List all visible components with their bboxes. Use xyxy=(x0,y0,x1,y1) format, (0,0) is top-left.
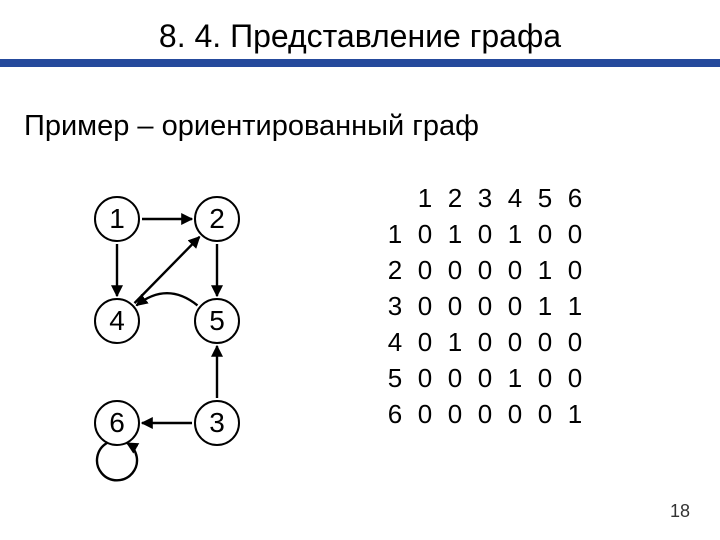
matrix-row-header-6: 6 xyxy=(380,396,410,432)
matrix-cell-5-4: 1 xyxy=(500,360,530,396)
graph-diagram: 1 2 4 5 6 3 xyxy=(70,170,300,470)
matrix-cell-6-6: 1 xyxy=(560,396,590,432)
matrix-cell-3-2: 0 xyxy=(440,288,470,324)
matrix-cell-4-3: 0 xyxy=(470,324,500,360)
slide-title: 8. 4. Представление графа xyxy=(0,18,720,55)
matrix-row-header-2: 2 xyxy=(380,252,410,288)
matrix-cell-1-1: 0 xyxy=(410,216,440,252)
title-area: 8. 4. Представление графа xyxy=(0,0,720,67)
slide: 8. 4. Представление графа Пример – ориен… xyxy=(0,0,720,540)
graph-node-5: 5 xyxy=(194,298,240,344)
slide-subtitle: Пример – ориентированный граф xyxy=(24,110,479,143)
matrix-cell-6-5: 0 xyxy=(530,396,560,432)
table-row: 6000001 xyxy=(380,396,590,432)
matrix-cell-6-2: 0 xyxy=(440,396,470,432)
matrix-cell-4-1: 0 xyxy=(410,324,440,360)
matrix-col-header-3: 3 xyxy=(470,180,500,216)
matrix-row-header-5: 5 xyxy=(380,360,410,396)
matrix-cell-2-3: 0 xyxy=(470,252,500,288)
matrix-cell-2-2: 0 xyxy=(440,252,470,288)
edge-5-4 xyxy=(137,293,198,305)
matrix-cell-1-4: 1 xyxy=(500,216,530,252)
matrix-cell-2-1: 0 xyxy=(410,252,440,288)
matrix-col-header-2: 2 xyxy=(440,180,470,216)
matrix-cell-5-1: 0 xyxy=(410,360,440,396)
matrix-cell-3-1: 0 xyxy=(410,288,440,324)
matrix-cell-5-2: 0 xyxy=(440,360,470,396)
adjacency-matrix: 1234561010100200001030000114010000500010… xyxy=(380,180,590,432)
edge-selfloop-6 xyxy=(97,443,137,480)
matrix-cell-2-6: 0 xyxy=(560,252,590,288)
matrix-cell-1-6: 0 xyxy=(560,216,590,252)
matrix-col-header-4: 4 xyxy=(500,180,530,216)
table-row: 3000011 xyxy=(380,288,590,324)
matrix-cell-2-5: 1 xyxy=(530,252,560,288)
table-row: 1010100 xyxy=(380,216,590,252)
graph-node-6: 6 xyxy=(94,400,140,446)
table-row: 5000100 xyxy=(380,360,590,396)
table-row: 2000010 xyxy=(380,252,590,288)
matrix-cell-1-5: 0 xyxy=(530,216,560,252)
matrix-cell-4-4: 0 xyxy=(500,324,530,360)
matrix-cell-3-5: 1 xyxy=(530,288,560,324)
matrix-cell-6-1: 0 xyxy=(410,396,440,432)
matrix-row-header-4: 4 xyxy=(380,324,410,360)
matrix-cell-4-6: 0 xyxy=(560,324,590,360)
matrix-cell-4-5: 0 xyxy=(530,324,560,360)
matrix-col-header-1: 1 xyxy=(410,180,440,216)
matrix-col-header-6: 6 xyxy=(560,180,590,216)
matrix-table: 1234561010100200001030000114010000500010… xyxy=(380,180,590,432)
matrix-cell-2-4: 0 xyxy=(500,252,530,288)
matrix-cell-6-4: 0 xyxy=(500,396,530,432)
matrix-col-header-5: 5 xyxy=(530,180,560,216)
matrix-cell-1-2: 1 xyxy=(440,216,470,252)
graph-node-1: 1 xyxy=(94,196,140,242)
page-number: 18 xyxy=(670,501,690,522)
matrix-cell-5-3: 0 xyxy=(470,360,500,396)
matrix-row-header-1: 1 xyxy=(380,216,410,252)
table-row: 4010000 xyxy=(380,324,590,360)
graph-node-3: 3 xyxy=(194,400,240,446)
matrix-cell-3-3: 0 xyxy=(470,288,500,324)
matrix-cell-3-6: 1 xyxy=(560,288,590,324)
matrix-cell-4-2: 1 xyxy=(440,324,470,360)
title-bar xyxy=(0,59,720,67)
matrix-corner xyxy=(380,180,410,216)
matrix-cell-5-5: 0 xyxy=(530,360,560,396)
matrix-row-header-3: 3 xyxy=(380,288,410,324)
matrix-cell-3-4: 0 xyxy=(500,288,530,324)
graph-node-4: 4 xyxy=(94,298,140,344)
graph-node-2: 2 xyxy=(194,196,240,242)
matrix-cell-1-3: 0 xyxy=(470,216,500,252)
matrix-cell-5-6: 0 xyxy=(560,360,590,396)
matrix-cell-6-3: 0 xyxy=(470,396,500,432)
